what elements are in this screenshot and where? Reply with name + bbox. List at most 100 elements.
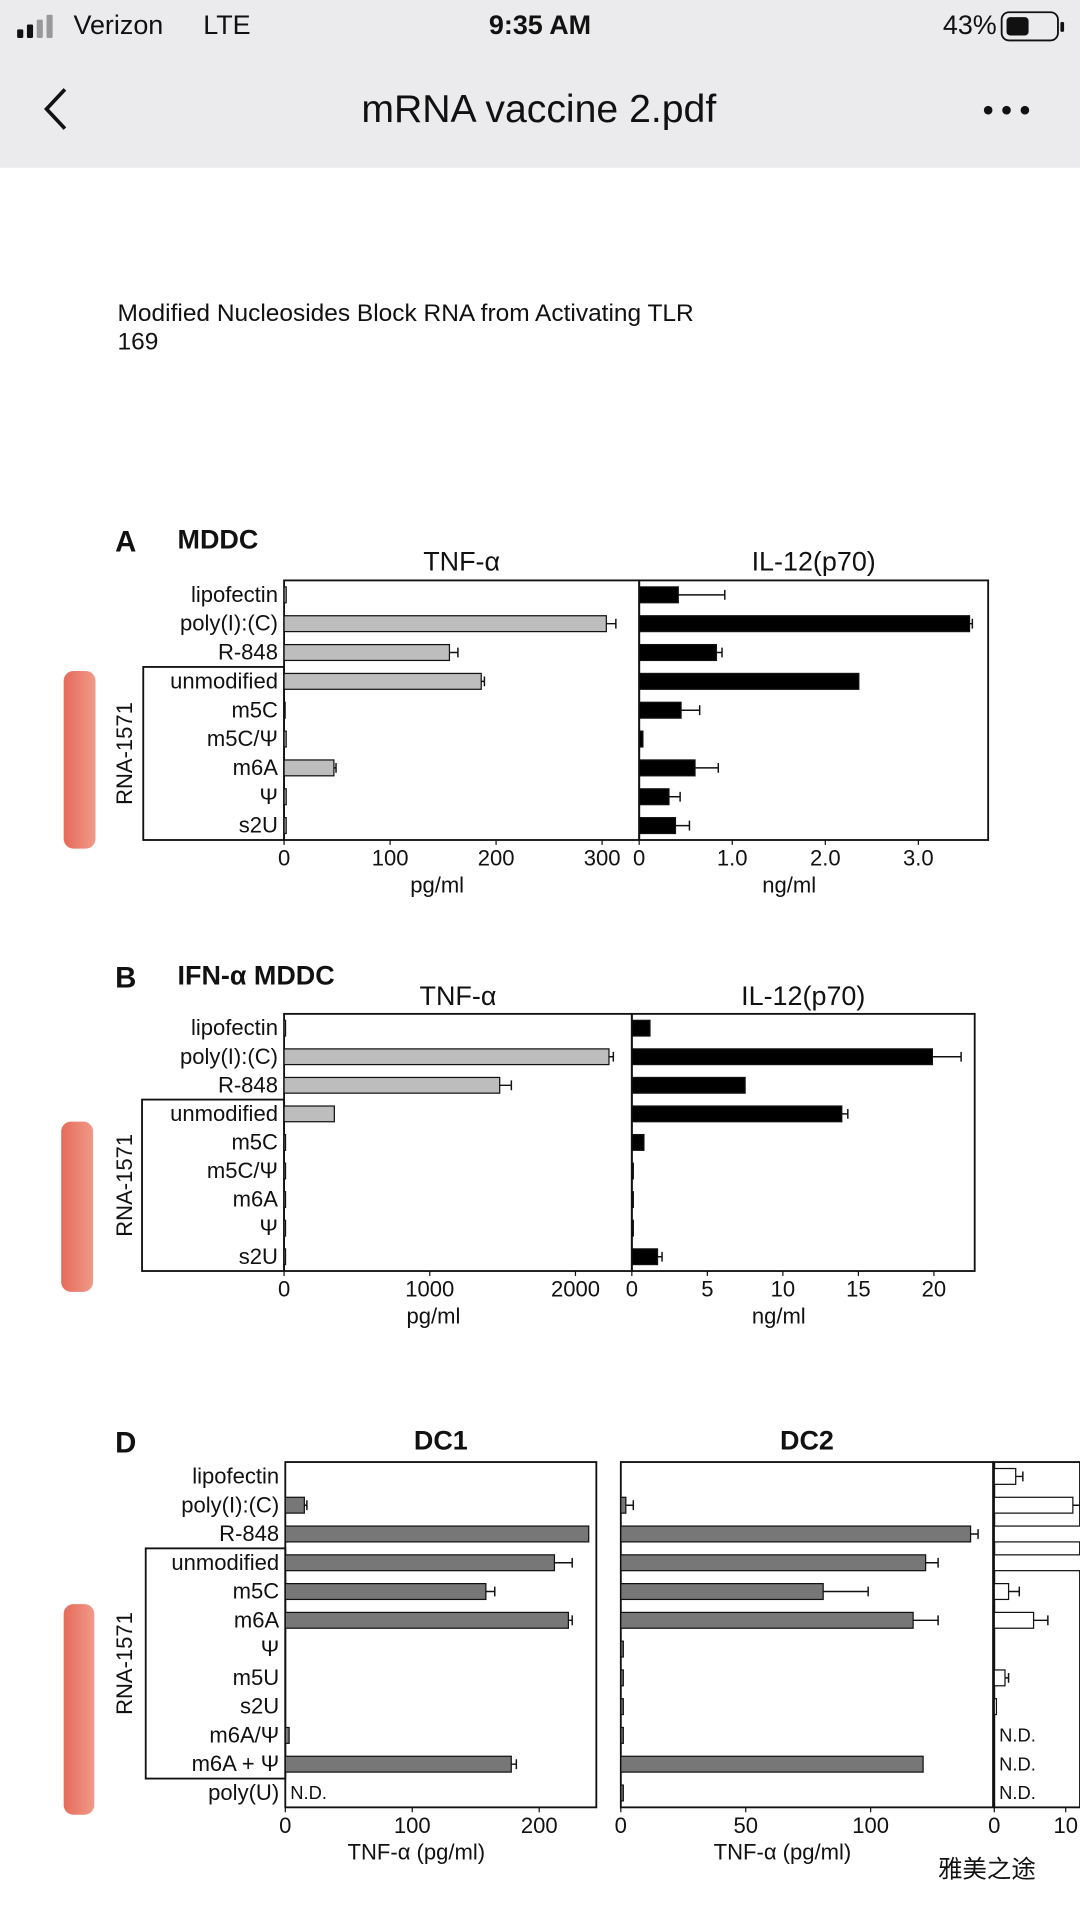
bar — [631, 1076, 746, 1094]
highlight — [63, 671, 96, 849]
bar — [283, 1105, 335, 1123]
x-tick-label: 0 — [278, 1276, 290, 1301]
error-bar — [606, 618, 617, 629]
error-bar — [333, 762, 337, 773]
error-bar — [668, 791, 681, 802]
category-label: poly(I):(C) — [180, 611, 278, 636]
category-label: poly(I):(C) — [180, 1044, 278, 1069]
bar — [284, 1525, 590, 1543]
category-label: poly(U) — [208, 1780, 279, 1805]
bar — [283, 586, 287, 604]
category-label: poly(I):(C) — [181, 1492, 279, 1517]
bar — [283, 1076, 501, 1094]
bar — [283, 730, 287, 748]
bar — [620, 1784, 624, 1802]
category-label: lipofectin — [191, 582, 278, 607]
bar — [631, 1019, 651, 1037]
category-label: m6A — [234, 1607, 280, 1632]
panel-letter: B — [115, 961, 136, 994]
error-bar — [449, 647, 459, 658]
bar — [620, 1611, 914, 1629]
error-bar — [481, 676, 486, 687]
signal — [17, 14, 53, 38]
x-tick-label: 100 — [372, 845, 409, 870]
category-label: s2U — [239, 813, 278, 838]
chart-title: TNF-α — [420, 981, 497, 1011]
error-bar — [716, 647, 723, 658]
bar — [638, 672, 860, 690]
bar — [283, 1191, 287, 1209]
bar — [283, 1133, 287, 1151]
x-axis-label: pg/ml — [407, 1303, 461, 1328]
bar — [283, 701, 286, 719]
x-tick-label: 0 — [626, 1276, 638, 1301]
x-tick-label: 2000 — [551, 1276, 600, 1301]
carrier: Verizon — [73, 10, 163, 40]
category-label: m6A/Ψ — [209, 1722, 279, 1747]
bar — [283, 788, 287, 806]
more-button[interactable] — [983, 105, 1030, 115]
group-bracket — [144, 1547, 287, 1780]
value-label: N.D. — [999, 1753, 1036, 1774]
bar — [620, 1496, 627, 1514]
x-tick-label: 2.0 — [810, 845, 841, 870]
category-label: unmodified — [170, 1101, 278, 1126]
bar — [638, 730, 644, 748]
bar — [638, 615, 971, 633]
category-label: m5C — [231, 1130, 278, 1155]
category-label: lipofectin — [191, 1015, 278, 1040]
group-bracket — [141, 1098, 285, 1272]
category-label: Ψ — [261, 1636, 279, 1661]
bar — [620, 1726, 624, 1744]
error-bar — [304, 1500, 308, 1511]
highlight — [61, 1121, 94, 1292]
category-label: m6A — [233, 755, 279, 780]
plot-frame — [619, 1461, 994, 1809]
error-bar — [485, 1586, 496, 1597]
error-bar — [681, 705, 701, 716]
bar — [284, 1583, 487, 1601]
bar — [993, 1698, 998, 1716]
category-label: R-848 — [218, 640, 278, 665]
panel-title: IFN-α MDDC — [178, 960, 335, 990]
x-axis-label: ng/ml — [752, 1303, 806, 1328]
x-tick-label: 300 — [584, 845, 621, 870]
panel-letter: D — [115, 1427, 136, 1460]
network: LTE — [203, 10, 250, 40]
error-bar — [657, 1251, 663, 1262]
bar — [993, 1583, 1010, 1601]
group-bracket — [142, 666, 285, 841]
error-bar — [1015, 1471, 1024, 1482]
category-label: R-848 — [219, 1521, 279, 1546]
bar — [620, 1583, 824, 1601]
bar — [283, 1048, 610, 1066]
error-bar — [841, 1108, 849, 1119]
top-bar — [0, 0, 1080, 168]
category-label: Ψ — [260, 784, 278, 809]
bar — [631, 1248, 659, 1266]
battery-level: 43% — [943, 10, 997, 40]
highlight — [63, 1604, 95, 1815]
x-tick-label: 20 — [922, 1276, 947, 1301]
x-tick-label: 1000 — [405, 1276, 454, 1301]
error-bar — [969, 618, 974, 629]
chart-title: IL-12(p70) — [752, 546, 876, 576]
bar — [993, 1467, 1017, 1485]
error-bar — [675, 820, 691, 831]
bar — [638, 586, 679, 604]
group-label: RNA-1571 — [112, 1134, 137, 1237]
value-label: N.D. — [290, 1782, 327, 1803]
x-tick-label: 50 — [733, 1813, 758, 1838]
chart-title: DC1 — [414, 1426, 468, 1456]
error-bar — [678, 589, 726, 600]
bar — [631, 1191, 634, 1209]
bar — [283, 1248, 287, 1266]
bar — [284, 1755, 512, 1773]
x-tick-label: 100 — [852, 1813, 889, 1838]
category-label: m6A + Ψ — [192, 1751, 280, 1776]
group-label: RNA-1571 — [112, 1612, 137, 1715]
back-button[interactable] — [44, 88, 67, 130]
x-axis-label: pg/ml — [410, 872, 464, 897]
